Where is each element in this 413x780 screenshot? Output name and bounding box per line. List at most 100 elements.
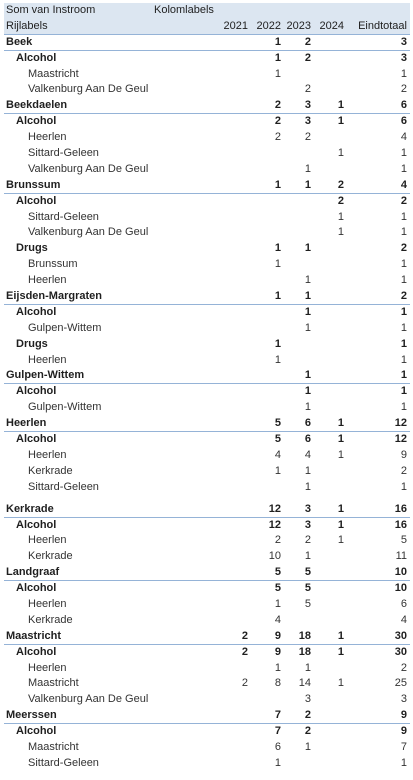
cell-value-2023[interactable]: 3 [304,502,311,515]
cell-value-2024[interactable]: 1 [337,115,344,128]
cell-value-2021[interactable]: 2 [241,677,248,690]
cell-value-2023[interactable]: 3 [304,693,311,706]
cell-value-2022[interactable]: 2 [274,534,281,547]
cell-value-grand-total[interactable]: 6 [400,597,407,610]
cell-value-grand-total[interactable]: 1 [400,305,407,318]
cell-value-2022[interactable]: 6 [274,740,281,753]
pivot-row-origin[interactable]: Kerkrade 4 4 [4,613,410,629]
cell-value-grand-total[interactable]: 9 [400,448,407,461]
pivot-row-origin[interactable]: Kerkrade 10 1 11 [4,549,410,565]
cell-value-grand-total[interactable]: 6 [400,115,407,128]
cell-value-2023[interactable]: 1 [304,369,311,382]
cell-value-2023[interactable]: 1 [304,401,311,414]
cell-value-2024[interactable]: 1 [337,645,344,658]
column-header-grand-total[interactable]: Eindtotaal [358,19,407,32]
pivot-row-category[interactable]: Alcohol 1 2 3 [4,51,410,67]
cell-value-grand-total[interactable]: 2 [400,290,407,303]
cell-value-grand-total[interactable]: 1 [400,274,407,287]
cell-value-2024[interactable]: 1 [337,226,344,239]
pivot-row-origin[interactable]: Valkenburg Aan De Geul 2 2 [4,82,410,98]
cell-value-grand-total[interactable]: 3 [400,35,407,48]
pivot-row-origin[interactable]: Heerlen 2 2 4 [4,130,410,146]
cell-value-2024[interactable]: 1 [337,518,344,531]
pivot-row-origin[interactable]: Heerlen 2 2 1 5 [4,533,410,549]
cell-value-grand-total[interactable]: 6 [400,99,407,112]
cell-value-2023[interactable]: 3 [304,115,311,128]
pivot-row-origin[interactable]: Valkenburg Aan De Geul 3 3 [4,692,410,708]
cell-value-2022[interactable]: 1 [274,337,281,350]
pivot-row-municipality[interactable]: Meerssen 7 2 9 [4,708,410,725]
cell-value-2023[interactable]: 1 [304,162,311,175]
cell-value-grand-total[interactable]: 10 [394,566,407,579]
cell-value-2023[interactable]: 2 [304,725,311,738]
cell-value-2022[interactable]: 2 [274,115,281,128]
pivot-row-origin[interactable]: Maastricht 1 1 [4,67,410,83]
cell-value-2023[interactable]: 5 [304,566,311,579]
cell-value-2022[interactable]: 4 [274,448,281,461]
cell-value-grand-total[interactable]: 1 [400,353,407,366]
cell-value-grand-total[interactable]: 30 [394,645,407,658]
column-header-2024[interactable]: 2024 [319,19,344,32]
cell-value-grand-total[interactable]: 4 [400,178,407,191]
cell-value-2022[interactable]: 12 [268,502,281,515]
cell-value-2024[interactable]: 1 [337,534,344,547]
pivot-row-origin[interactable]: Valkenburg Aan De Geul 1 1 [4,225,410,241]
pivot-row-origin[interactable]: Gulpen-Wittem 1 1 [4,321,410,337]
cell-value-2023[interactable]: 1 [304,480,311,493]
cell-value-grand-total[interactable]: 1 [400,321,407,334]
cell-value-2023[interactable]: 2 [304,35,311,48]
cell-value-2023[interactable]: 1 [304,385,311,398]
pivot-row-category[interactable]: Alcohol 1 1 [4,384,410,400]
cell-value-grand-total[interactable]: 2 [400,661,407,674]
pivot-row-municipality[interactable]: Gulpen-Wittem 1 1 [4,368,410,385]
cell-value-grand-total[interactable]: 11 [395,550,407,563]
cell-value-2022[interactable]: 1 [274,242,281,255]
cell-value-2022[interactable]: 1 [274,661,281,674]
cell-value-grand-total[interactable]: 2 [400,83,407,96]
cell-value-2023[interactable]: 5 [304,597,311,610]
cell-value-grand-total[interactable]: 4 [400,131,407,144]
pivot-row-origin[interactable]: Heerlen 1 1 [4,273,410,289]
pivot-row-origin[interactable]: Heerlen 1 1 [4,353,410,369]
pivot-row-origin[interactable]: Kerkrade 1 1 2 [4,464,410,480]
cell-value-2023[interactable]: 4 [304,448,311,461]
pivot-row-category[interactable]: Alcohol 2 2 [4,194,410,210]
cell-value-grand-total[interactable]: 1 [400,226,407,239]
cell-value-2023[interactable]: 3 [304,518,311,531]
cell-value-grand-total[interactable]: 7 [400,740,407,753]
cell-value-2023[interactable]: 14 [298,677,311,690]
cell-value-2024[interactable]: 1 [337,99,344,112]
cell-value-2023[interactable]: 2 [304,131,311,144]
cell-value-2024[interactable]: 1 [337,210,344,223]
cell-value-2022[interactable]: 1 [274,67,281,80]
cell-value-2023[interactable]: 5 [304,582,311,595]
pivot-row-category[interactable]: Alcohol 2 3 1 6 [4,114,410,130]
cell-value-2023[interactable]: 2 [304,51,311,64]
cell-value-2023[interactable]: 18 [298,629,311,642]
cell-value-2023[interactable]: 2 [304,83,311,96]
cell-value-grand-total[interactable]: 3 [400,693,407,706]
cell-value-2023[interactable]: 1 [304,661,311,674]
cell-value-2022[interactable]: 8 [274,677,281,690]
column-header-2022[interactable]: 2022 [256,19,281,32]
cell-value-2022[interactable]: 1 [274,35,281,48]
pivot-row-municipality[interactable]: Landgraaf 5 5 10 [4,565,410,582]
cell-value-2022[interactable]: 1 [274,597,281,610]
pivot-row-category[interactable]: Alcohol 2 9 18 1 30 [4,645,410,661]
cell-value-2023[interactable]: 6 [304,433,311,446]
cell-value-grand-total[interactable]: 1 [400,401,407,414]
cell-value-2023[interactable]: 1 [304,550,311,563]
pivot-row-municipality[interactable]: Brunssum 1 1 2 4 [4,178,410,194]
cell-value-grand-total[interactable]: 1 [400,210,407,223]
cell-value-grand-total[interactable]: 1 [400,756,407,769]
pivot-row-municipality[interactable]: Beekdaelen 2 3 1 6 [4,98,410,115]
cell-value-2022[interactable]: 1 [274,756,281,769]
cell-value-grand-total[interactable]: 1 [400,369,407,382]
cell-value-2022[interactable]: 7 [274,709,281,722]
cell-value-grand-total[interactable]: 16 [394,502,407,515]
cell-value-grand-total[interactable]: 2 [400,194,407,207]
cell-value-2024[interactable]: 2 [337,178,344,191]
cell-value-2022[interactable]: 1 [274,353,281,366]
column-header-2021[interactable]: 2021 [223,19,248,32]
cell-value-2023[interactable]: 1 [304,242,311,255]
